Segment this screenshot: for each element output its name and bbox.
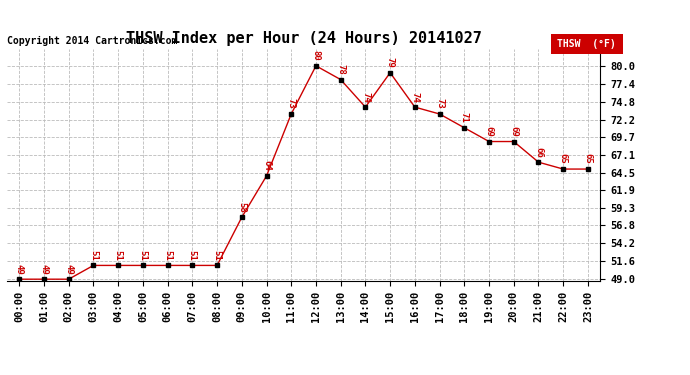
Text: 79: 79 (386, 57, 395, 68)
Text: 80: 80 (311, 50, 320, 61)
Text: 73: 73 (435, 98, 444, 109)
Text: Copyright 2014 Cartronics.com: Copyright 2014 Cartronics.com (7, 36, 177, 46)
Text: 65: 65 (559, 153, 568, 164)
Text: 49: 49 (39, 264, 48, 274)
Text: 51: 51 (114, 250, 123, 261)
Text: 64: 64 (262, 160, 271, 171)
Text: 73: 73 (287, 98, 296, 109)
Text: 74: 74 (411, 92, 420, 102)
Text: 51: 51 (139, 250, 148, 261)
Text: 78: 78 (336, 64, 345, 75)
Text: 51: 51 (213, 250, 221, 261)
Text: THSW  (°F): THSW (°F) (558, 39, 616, 49)
Text: 58: 58 (237, 202, 246, 212)
Text: 69: 69 (484, 126, 493, 137)
Title: THSW Index per Hour (24 Hours) 20141027: THSW Index per Hour (24 Hours) 20141027 (126, 31, 482, 46)
Text: 65: 65 (584, 153, 593, 164)
Text: 51: 51 (163, 250, 172, 261)
Text: 49: 49 (14, 264, 23, 274)
Text: 51: 51 (188, 250, 197, 261)
Text: 69: 69 (509, 126, 518, 137)
Text: 49: 49 (64, 264, 73, 274)
Text: 51: 51 (89, 250, 98, 261)
Text: 71: 71 (460, 112, 469, 123)
Text: 74: 74 (361, 92, 370, 102)
Text: 66: 66 (534, 147, 543, 158)
